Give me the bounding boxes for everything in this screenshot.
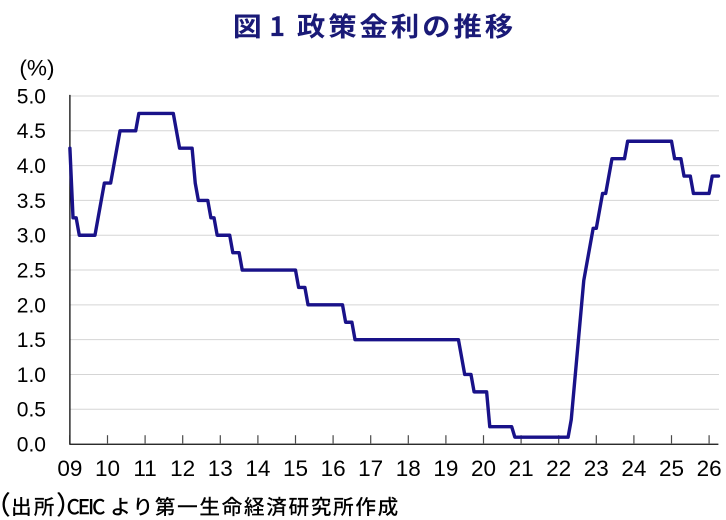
svg-text:10: 10 (95, 456, 120, 481)
svg-text:2.0: 2.0 (17, 294, 46, 317)
svg-text:0.5: 0.5 (17, 399, 46, 422)
svg-text:4.5: 4.5 (17, 120, 46, 143)
svg-text:3.0: 3.0 (17, 225, 46, 248)
svg-text:23: 23 (584, 456, 609, 481)
svg-text:18: 18 (396, 456, 421, 481)
svg-text:0.0: 0.0 (17, 434, 46, 457)
svg-text:19: 19 (433, 456, 458, 481)
svg-text:26: 26 (697, 456, 722, 481)
svg-text:3.5: 3.5 (17, 190, 46, 213)
svg-text:2.5: 2.5 (17, 259, 46, 282)
svg-text:4.0: 4.0 (17, 155, 46, 178)
svg-text:12: 12 (170, 456, 195, 481)
svg-text:17: 17 (358, 456, 383, 481)
svg-text:(%): (%) (19, 56, 54, 81)
svg-text:20: 20 (471, 456, 496, 481)
svg-text:1.5: 1.5 (17, 329, 46, 352)
svg-text:22: 22 (546, 456, 571, 481)
svg-text:1.0: 1.0 (17, 364, 46, 387)
svg-text:24: 24 (621, 456, 646, 481)
svg-text:13: 13 (208, 456, 233, 481)
svg-text:09: 09 (57, 456, 82, 481)
svg-text:16: 16 (321, 456, 346, 481)
svg-text:11: 11 (133, 456, 156, 481)
svg-text:15: 15 (283, 456, 308, 481)
svg-text:5.0: 5.0 (17, 85, 46, 108)
svg-text:14: 14 (245, 456, 270, 481)
svg-text:21: 21 (509, 456, 534, 481)
svg-text:25: 25 (659, 456, 684, 481)
